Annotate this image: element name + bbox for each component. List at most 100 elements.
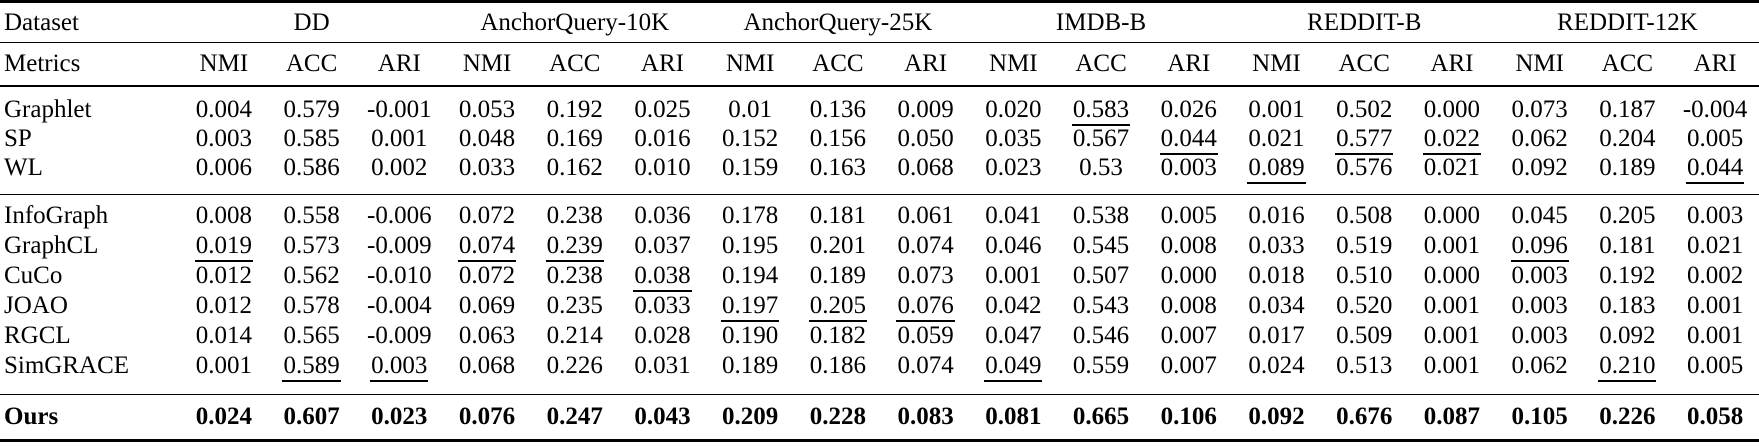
cell: 0.508 [1336, 202, 1393, 229]
cell: 0.048 [458, 124, 516, 152]
cell: 0.197 [706, 291, 794, 322]
underlined-value: 0.038 [633, 262, 692, 292]
cell: 0.195 [722, 232, 779, 259]
metric-header: ARI [1693, 50, 1737, 77]
metric-header: ARI [904, 50, 948, 77]
dataset-group-header: AnchorQuery-25K [743, 8, 933, 36]
method-label: CuCo [4, 262, 63, 289]
cell: 0.105 [1511, 403, 1568, 430]
cell: 0.020 [985, 95, 1042, 123]
method-label: Ours [4, 403, 59, 430]
underlined-value: 0.089 [1247, 153, 1306, 184]
table-row: SimGRACE 0.001 0.589 0.003 0.068 0.226 0.031 0.… [0, 351, 1759, 395]
cell: 0.068 [458, 352, 516, 379]
dataset-header-row: Dataset DD AnchorQuery-10K AnchorQuery-25K I… [0, 2, 1759, 43]
underlined-value: 0.076 [896, 292, 955, 322]
metric-header: ARI [377, 50, 421, 77]
cell: 0.021 [1423, 153, 1481, 181]
underlined-value: 0.049 [984, 352, 1043, 382]
method-label: SimGRACE [4, 352, 130, 379]
table-row: JOAO 0.012 0.578 -0.004 0.069 0.235 0.033 0.197… [0, 291, 1759, 322]
cell: 0.001 [371, 124, 428, 152]
cell: 0.062 [1511, 352, 1568, 379]
cell: 0.181 [809, 202, 867, 229]
cell: 0.665 [1072, 403, 1130, 430]
cell: 0.210 [1584, 351, 1672, 395]
dataset-group-header: AnchorQuery-10K [480, 8, 670, 36]
table-row: SP 0.003 0.585 0.001 0.048 0.169 0.016 0.152 0.1… [0, 124, 1759, 155]
cell: 0.546 [1072, 322, 1130, 349]
cell: 0.003 [1686, 202, 1744, 229]
metrics-column-header: Metrics [4, 50, 81, 77]
underlined-value: 0.210 [1598, 352, 1657, 382]
cell: 0.586 [283, 153, 340, 181]
cell: 0.076 [458, 403, 516, 430]
kernel-methods-section: Graphlet 0.004 0.579 -0.001 0.053 0.192 0.025 0… [0, 86, 1759, 195]
cell: 0.589 [268, 351, 356, 395]
cell: 0.092 [1248, 403, 1305, 430]
cell: 0.096 [1496, 231, 1584, 262]
cell: 0.106 [1160, 403, 1217, 430]
cell: 0.024 [1248, 352, 1305, 379]
cell: 0.520 [1336, 292, 1393, 319]
cell: 0.044 [1671, 153, 1759, 195]
cell: 0.073 [897, 262, 954, 289]
cell: -0.004 [1682, 95, 1748, 123]
table-header: Dataset DD AnchorQuery-10K AnchorQuery-25K I… [0, 2, 1759, 86]
cell: 0.019 [180, 231, 268, 262]
underlined-value: 0.044 [1159, 124, 1218, 155]
metric-header: ACC [1075, 50, 1127, 77]
cell: 0.035 [985, 124, 1042, 152]
cell: 0.021 [1686, 232, 1744, 259]
cell: 0.083 [897, 403, 954, 430]
cell: 0.238 [546, 262, 603, 289]
cell: 0.545 [1072, 232, 1130, 259]
cell: 0.136 [809, 95, 867, 123]
metric-header: ACC [812, 50, 864, 77]
metric-header: ACC [285, 50, 338, 77]
cell: 0.043 [634, 403, 691, 430]
cell: 0.033 [1248, 232, 1305, 259]
cell: 0.239 [531, 231, 619, 262]
metric-header: ACC [1338, 50, 1390, 77]
method-label: RGCL [4, 322, 71, 349]
cell: 0.010 [634, 153, 691, 181]
method-label: Graphlet [4, 95, 92, 123]
cell: 0.031 [634, 352, 691, 379]
cell: 0.001 [1423, 292, 1481, 319]
cell: 0.045 [1511, 202, 1568, 229]
cell: 0.509 [1336, 322, 1393, 349]
cell: 0.194 [722, 262, 779, 289]
metric-header: NMI [725, 50, 775, 77]
cell: 0.003 [1511, 262, 1568, 289]
metrics-header-row: Metrics NMI ACC ARI NMI ACC ARI NMI ACC ARI NMI ACC… [0, 43, 1759, 86]
cell: 0.050 [897, 124, 954, 152]
cell: 0.178 [722, 202, 779, 229]
underlined-value: 0.096 [1510, 232, 1569, 262]
cell: 0.189 [809, 262, 867, 289]
cell: 0.017 [1248, 322, 1305, 349]
cell: 0.513 [1336, 352, 1393, 379]
cell: 0.001 [195, 352, 252, 379]
table-row: GraphCL 0.019 0.573 -0.009 0.074 0.239 0.037 0.… [0, 231, 1759, 262]
cell: 0.046 [985, 232, 1042, 259]
cell: 0.072 [458, 262, 516, 289]
cell: 0.025 [634, 95, 691, 123]
dataset-column-header: Dataset [4, 8, 79, 36]
cell: 0.189 [722, 352, 779, 379]
cell: 0.565 [283, 322, 340, 349]
cell: 0.033 [634, 292, 691, 319]
cell: 0.007 [1160, 322, 1217, 349]
cell: 0.024 [195, 403, 252, 430]
cell: 0.235 [546, 292, 603, 319]
cell: 0.001 [1248, 95, 1305, 123]
cell: 0.162 [546, 153, 603, 181]
metric-header: ARI [1167, 50, 1211, 77]
cell: 0.000 [1160, 262, 1217, 289]
underlined-value: 0.022 [1422, 124, 1482, 155]
cell: 0.002 [1686, 262, 1744, 289]
cell: 0.002 [371, 153, 428, 181]
cell: 0.543 [1072, 292, 1130, 319]
cell: 0.074 [897, 232, 954, 259]
